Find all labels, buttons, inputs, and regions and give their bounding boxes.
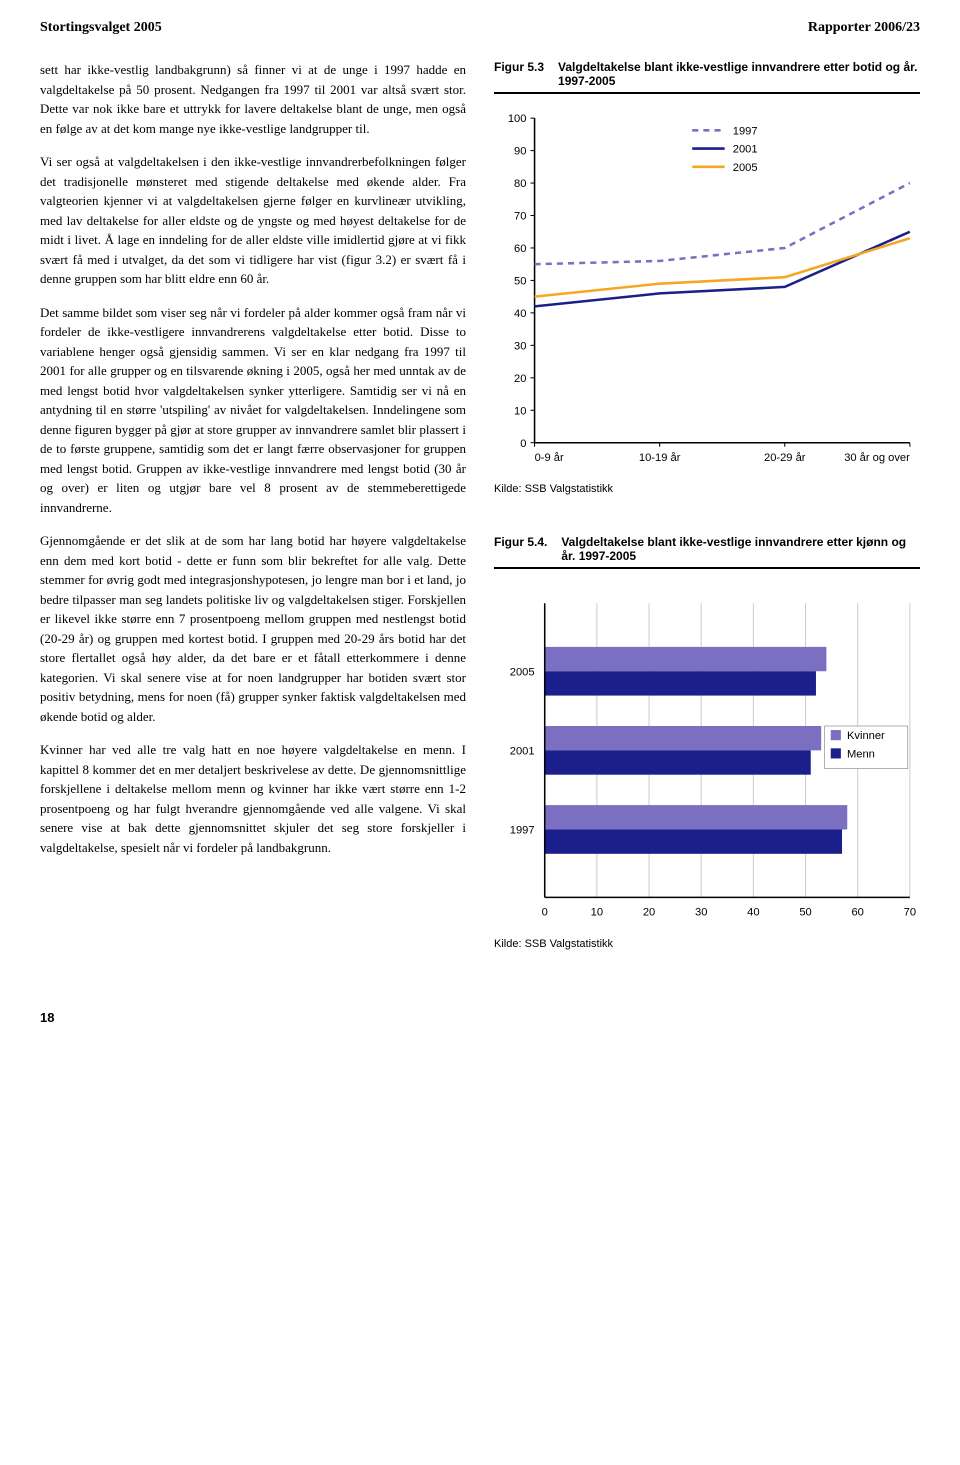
fig53-chart: 0 10 20 30 40 50 60 70 80 90 100 0-9 år 10-19 år 20-2… [494, 108, 920, 473]
svg-text:10-19 år: 10-19 år [639, 452, 681, 464]
svg-text:90: 90 [514, 146, 526, 158]
svg-text:0-9 år: 0-9 år [535, 452, 564, 464]
svg-text:20: 20 [643, 907, 655, 919]
svg-text:0: 0 [542, 907, 548, 919]
fig53-source: Kilde: SSB Valgstatistikk [494, 483, 920, 495]
svg-text:40: 40 [514, 308, 526, 320]
header-left: Stortingsvalget 2005 [40, 20, 162, 36]
svg-text:80: 80 [514, 178, 526, 190]
svg-text:2005: 2005 [510, 666, 535, 678]
fig54-chart: 0 10 20 30 40 50 60 70 2005 2001 1997 Kvinner Menn [494, 583, 920, 928]
para-3: Det samme bildet som viser seg når vi fo… [40, 303, 466, 518]
svg-text:0: 0 [520, 438, 526, 450]
svg-text:20: 20 [514, 373, 526, 385]
svg-text:70: 70 [904, 907, 916, 919]
svg-text:40: 40 [747, 907, 759, 919]
svg-text:50: 50 [514, 275, 526, 287]
svg-text:2001: 2001 [510, 746, 535, 758]
svg-text:20-29 år: 20-29 år [764, 452, 806, 464]
svg-text:2005: 2005 [733, 162, 758, 174]
fig54-caption: Valgdeltakelse blant ikke-vestlige innva… [561, 535, 920, 563]
figure-5-4: Figur 5.4. Valgdeltakelse blant ikke-ves… [494, 535, 920, 950]
svg-text:70: 70 [514, 211, 526, 223]
fig53-number: Figur 5.3 [494, 60, 544, 88]
fig54-number: Figur 5.4. [494, 535, 547, 563]
svg-text:60: 60 [514, 243, 526, 255]
figure-5-3: Figur 5.3 Valgdeltakelse blant ikke-vest… [494, 60, 920, 495]
left-column: sett har ikke-vestlig landbakgrunn) så f… [40, 60, 466, 990]
svg-text:1997: 1997 [733, 125, 758, 137]
svg-text:2001: 2001 [733, 144, 758, 156]
header-right: Rapporter 2006/23 [808, 20, 920, 36]
svg-text:60: 60 [851, 907, 863, 919]
fig54-source: Kilde: SSB Valgstatistikk [494, 938, 920, 950]
svg-text:10: 10 [591, 907, 603, 919]
svg-text:1997: 1997 [510, 825, 535, 837]
para-4: Gjennomgående er det slik at de som har … [40, 531, 466, 726]
svg-text:30: 30 [695, 907, 707, 919]
svg-text:30: 30 [514, 340, 526, 352]
svg-text:50: 50 [799, 907, 811, 919]
fig53-caption: Valgdeltakelse blant ikke-vestlige innva… [558, 60, 920, 88]
para-1: sett har ikke-vestlig landbakgrunn) så f… [40, 60, 466, 138]
para-5: Kvinner har ved alle tre valg hatt en no… [40, 740, 466, 857]
svg-text:10: 10 [514, 405, 526, 417]
fig53-rule [494, 92, 920, 94]
right-column: Figur 5.3 Valgdeltakelse blant ikke-vest… [494, 60, 920, 990]
svg-text:100: 100 [508, 113, 527, 125]
svg-text:Kvinner: Kvinner [847, 730, 885, 742]
fig54-rule [494, 567, 920, 569]
svg-text:Menn: Menn [847, 749, 875, 761]
page-number: 18 [40, 1010, 920, 1025]
svg-text:30 år og over: 30 år og over [844, 452, 910, 464]
para-2: Vi ser også at valgdeltakelsen i den ikk… [40, 152, 466, 289]
